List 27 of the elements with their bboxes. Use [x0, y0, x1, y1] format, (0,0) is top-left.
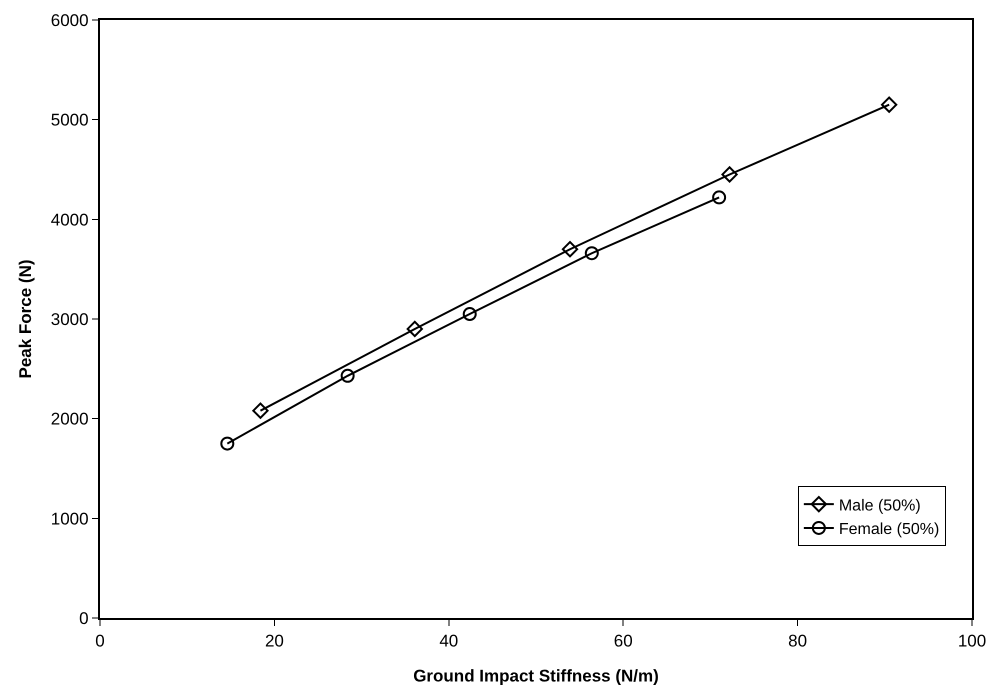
x-tick-label: 40 [439, 631, 458, 650]
point [340, 368, 355, 383]
x-tick-label: 20 [264, 631, 284, 650]
x-tick-label: 60 [614, 631, 633, 650]
legend-label: Female (50%) [838, 521, 940, 538]
x-tick-label: 0 [95, 631, 105, 650]
point [584, 246, 599, 260]
point [721, 166, 738, 183]
y-tick-label: 4000 [50, 210, 89, 230]
point [252, 402, 269, 419]
legend-label: Male (50%) [838, 497, 921, 514]
x-tick-label: 100 [958, 631, 986, 650]
y-tick-label: 0 [79, 608, 89, 628]
y-tick-label: 1000 [50, 509, 89, 528]
y-tick-label: 2000 [50, 410, 89, 429]
x-axis-title: Ground Impact Stiffness (N/m) [413, 666, 659, 686]
y-axis-title: Peak Force (N) [16, 259, 35, 379]
y-tick-label: 6000 [50, 10, 89, 30]
y-tick-label: 3000 [50, 310, 89, 329]
point [220, 436, 234, 451]
point [881, 96, 898, 113]
point [712, 190, 726, 204]
point [406, 320, 423, 338]
point [562, 241, 578, 258]
point [462, 307, 477, 322]
y-tick-label: 5000 [50, 110, 89, 130]
x-tick-label: 80 [788, 631, 808, 650]
